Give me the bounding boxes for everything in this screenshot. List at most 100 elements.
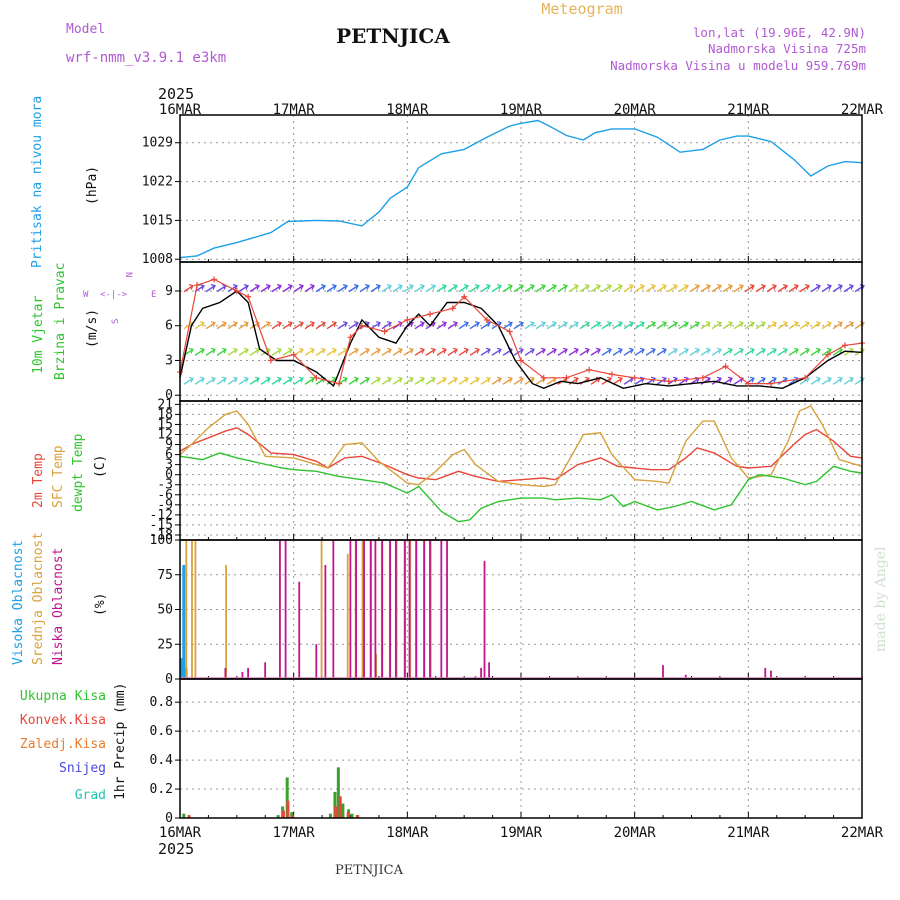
wind-arrow-head [661,284,667,290]
wind-arrow-head [474,376,480,383]
wind-arrow-head [749,376,755,383]
wind-arrow-head [485,284,491,290]
wind-unit: (m/s) [85,309,100,348]
wind-arrow [304,348,315,356]
wind-arrow [546,348,557,356]
cloud-bar [315,644,318,679]
wind-arrow [590,377,601,385]
wind-arrow [271,285,282,293]
y-tick-label: 25 [157,637,173,652]
wind-arrow-head [441,321,447,327]
cloud-bar [241,672,244,679]
elevation: Nadmorska Visina 725m [708,41,866,56]
wind-arrow-head [716,376,722,383]
wind-arrow-head [683,376,689,383]
wind-arrow-head [584,284,590,290]
wind-arrow-head [518,321,524,327]
cloud-bar [284,540,287,679]
wind-gust-marker [313,374,320,381]
wind-arrow-head [694,284,700,290]
compass-s: S [111,319,121,324]
cloud-bar [764,667,767,679]
wind-arrow [348,322,359,330]
wind-arrow-head [430,376,436,383]
wind-arrow [293,285,304,293]
cloud-label-b: Srednja Oblacnost [31,532,46,665]
wind-arrow [557,285,568,293]
wind-arrow-head [595,321,601,327]
wind-arrow [700,322,711,330]
wind-arrow-head [617,284,623,290]
temp-label-a: 2m Temp [31,453,46,508]
wind-arrow-head [353,347,359,354]
wind-arrow [832,322,843,330]
wind-arrow [656,285,667,293]
cloud-bar [355,540,357,679]
wind-arrow [689,322,700,330]
wind-arrow-head [738,347,744,354]
wind-arrow [689,348,700,356]
wind-arrow-head [298,347,304,354]
wind-arrow-head [320,284,326,290]
wind-arrow [205,285,216,293]
wind-arrow [623,348,634,356]
precip-bar [276,815,280,818]
wind-arrow-head [650,321,656,327]
cloud-bar [363,540,365,679]
wind-arrow-head [705,347,711,354]
cloud-bar [374,540,377,679]
y-tick-label: 6 [165,448,173,463]
cloud-bar [224,667,227,679]
cloud-bar [480,667,483,679]
cloud-bar [381,540,384,679]
wind-arrow-head [452,284,458,290]
wind-arrow-head [518,347,524,354]
wind-arrow [656,377,667,385]
wind-gust-marker [802,374,809,381]
wind-arrow [590,348,601,356]
wind-arrow-head [221,321,227,327]
wind-arrow-head [771,347,777,354]
y-tick-label: 1022 [142,175,173,190]
wind-arrow [491,322,502,330]
wind-arrow-head [243,376,249,383]
wind-arrow [590,285,601,293]
wind-arrow-head [419,347,425,354]
wind-arrow [755,285,766,293]
wind-arrow [403,377,414,385]
cloud-unit: (%) [93,593,108,616]
wind-arrow [370,348,381,356]
wind-gust-marker [461,293,468,300]
cloud-bar [423,540,426,679]
wind-arrow [821,348,832,356]
wind-arrow [535,348,546,356]
precip-legend-hail: Grad [75,788,106,803]
wind-arrow-head [617,321,623,327]
wind-arrow [436,348,447,356]
model-label: Model [66,22,105,37]
cloud-bar [247,667,249,679]
wind-arrow-head [518,284,524,290]
wind-arrow [777,348,788,356]
wind-arrow [469,377,480,385]
wind-gust-marker [336,380,343,387]
wind-arrow [238,348,249,356]
wind-arrow [304,322,315,330]
wind-arrow [623,377,634,385]
wind-arrow [326,322,337,330]
cloud-bar [369,540,372,679]
wind-gust-marker [404,316,411,323]
wind-arrow-head [727,284,733,290]
wind-arrow-head [254,321,260,327]
wind-arrow [623,285,634,293]
wind-arrow-head [441,347,447,354]
y-tick-label: -15 [150,518,173,533]
wind-arrow [425,285,436,293]
wind-arrow [634,377,645,385]
wind-arrow [722,348,733,356]
wind-arrow [810,285,821,293]
cloud-bar [662,665,664,679]
wind-arrow [480,322,491,330]
